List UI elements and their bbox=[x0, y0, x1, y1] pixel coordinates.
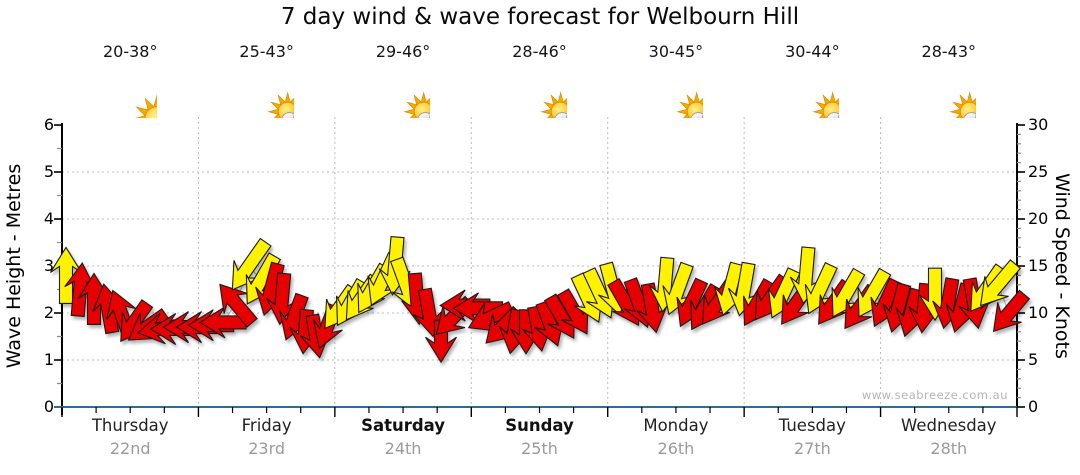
right-axis-tick-label: 0 bbox=[1028, 397, 1039, 416]
wind-arrow bbox=[231, 237, 272, 291]
day-date-label: 26th bbox=[657, 439, 695, 458]
wind-arrow bbox=[279, 292, 310, 341]
left-axis-tick-label: 4 bbox=[43, 209, 54, 228]
right-axis-tick-label: 25 bbox=[1028, 162, 1049, 181]
right-axis-tick-label: 15 bbox=[1028, 256, 1049, 275]
right-axis-tick-label: 10 bbox=[1028, 303, 1049, 322]
right-axis-tick-label: 20 bbox=[1028, 209, 1049, 228]
day-label: Thursday bbox=[91, 416, 169, 435]
day-temp-range: 25-43° bbox=[239, 42, 294, 61]
left-axis-tick-label: 0 bbox=[43, 397, 54, 416]
day-label: Friday bbox=[241, 416, 292, 435]
day-date-label: 25th bbox=[521, 439, 558, 458]
day-date-label: 22nd bbox=[109, 439, 151, 458]
wind-arrow bbox=[219, 283, 258, 328]
day-label: Monday bbox=[643, 416, 709, 435]
wind-arrow bbox=[992, 289, 1031, 333]
wind-arrow bbox=[198, 306, 247, 339]
day-temp-range: 30-44° bbox=[785, 42, 840, 61]
wind-arrows-layer bbox=[50, 235, 1031, 364]
left-axis-tick-label: 3 bbox=[43, 256, 54, 275]
watermark: www.seabreeze.com.au bbox=[861, 388, 1008, 402]
day-temp-range: 29-46° bbox=[375, 42, 431, 61]
chart-title: 7 day wind & wave forecast for Welbourn … bbox=[280, 4, 800, 30]
day-label: Tuesday bbox=[778, 416, 846, 435]
wind-arrow bbox=[50, 246, 82, 304]
left-axis-tick-label: 5 bbox=[43, 162, 54, 181]
right-axis-tick-label: 30 bbox=[1028, 115, 1049, 134]
right-axis-tick-label: 5 bbox=[1028, 350, 1039, 369]
day-temp-range: 30-45° bbox=[648, 42, 704, 61]
wind-arrow bbox=[979, 259, 1022, 307]
wind-arrow bbox=[636, 282, 668, 334]
day-date-label: 27th bbox=[793, 439, 831, 458]
day-label: Wednesday bbox=[901, 416, 997, 435]
left-axis-tick-label: 2 bbox=[43, 303, 54, 322]
day-label: Saturday bbox=[361, 416, 446, 435]
day-label: Sunday bbox=[505, 416, 574, 435]
left-axis-tick-label: 6 bbox=[43, 115, 54, 134]
wind-arrow bbox=[556, 288, 589, 335]
day-temp-range: 28-43° bbox=[921, 42, 977, 61]
day-date-label: 24th bbox=[384, 439, 422, 458]
left-axis-tick-label: 1 bbox=[43, 350, 54, 369]
day-date-label: 28th bbox=[930, 439, 968, 458]
day-temp-range: 20-38° bbox=[102, 42, 158, 61]
day-date-label: 23rd bbox=[248, 439, 286, 458]
day-temp-range: 28-46° bbox=[512, 42, 567, 61]
